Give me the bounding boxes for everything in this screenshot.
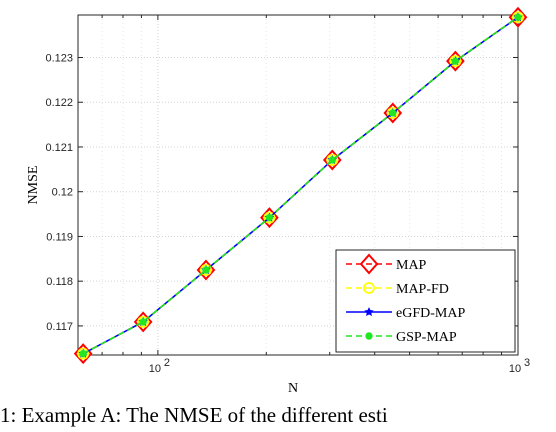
x-tick-label: 10 — [509, 363, 521, 375]
series-lines — [73, 6, 528, 365]
data-point-gsp-map — [514, 13, 522, 21]
x-axis-label: N — [288, 381, 298, 396]
legend-label: eGFD-MAP — [396, 306, 465, 321]
y-axis-label: NMSE — [26, 166, 41, 205]
series-gsp-map-group — [79, 13, 522, 358]
data-point-gsp-map — [79, 349, 87, 358]
data-point-gsp-map — [389, 109, 397, 117]
legend-marker-gsp-map — [365, 332, 373, 340]
legend-label: GSP-MAP — [396, 330, 457, 345]
data-point-map-fd — [77, 347, 90, 360]
legend-item-map: MAP — [346, 253, 427, 275]
legend-marker-egfd-map — [364, 307, 374, 316]
data-point-map-fd — [386, 107, 399, 119]
data-point-gsp-map — [202, 266, 210, 274]
data-point-gsp-map — [265, 213, 274, 222]
data-point-map-fd — [326, 154, 339, 166]
x-axis-ticks: 10 2 10 3 — [77, 15, 530, 375]
legend-item-gsp-map: GSP-MAP — [346, 330, 457, 345]
legend-marker-map — [359, 253, 379, 275]
legend: MAP MAP-FD eGFD-MAP GSP-MAP — [335, 249, 516, 353]
data-point-map — [260, 207, 279, 229]
data-point-gsp-map — [451, 57, 460, 65]
y-tick-label: 0.118 — [46, 276, 73, 288]
legend-label: MAP-FD — [396, 282, 449, 297]
data-point-gsp-map — [139, 318, 147, 326]
plot-area-frame — [77, 14, 519, 356]
y-axis-ticks: 0.117 0.118 0.119 0.12 0.121 0.122 0.123 — [45, 53, 518, 333]
x-tick-exponent: 3 — [524, 357, 530, 369]
x-tick-exponent: 2 — [164, 357, 170, 369]
data-point-map — [508, 6, 528, 28]
y-tick-label: 0.117 — [46, 321, 73, 333]
legend-label: MAP — [396, 258, 427, 273]
data-point-map-fd — [137, 315, 150, 328]
series-line-gsp-map — [82, 16, 519, 355]
y-tick-label: 0.122 — [45, 97, 73, 109]
legend-marker-map-fd — [363, 282, 375, 294]
legend-item-egfd-map: eGFD-MAP — [346, 306, 465, 321]
data-point-map — [383, 102, 403, 124]
data-point-gsp-map — [328, 156, 336, 164]
data-point-map — [133, 311, 153, 333]
data-point-map-fd — [263, 211, 276, 224]
x-tick-label: 10 — [149, 363, 161, 375]
y-tick-label: 0.121 — [45, 142, 73, 154]
figure-caption: 1: Example A: The NMSE of the different … — [0, 403, 388, 427]
legend-item-map-fd: MAP-FD — [346, 282, 449, 297]
data-point-map — [196, 259, 216, 281]
data-point-map-fd — [449, 55, 462, 67]
data-point-map — [322, 149, 342, 171]
y-tick-label: 0.12 — [52, 187, 73, 199]
y-tick-label: 0.123 — [45, 53, 73, 65]
y-tick-label: 0.119 — [46, 231, 73, 243]
data-point-map-fd — [200, 264, 212, 276]
data-point-map-fd — [512, 11, 524, 24]
